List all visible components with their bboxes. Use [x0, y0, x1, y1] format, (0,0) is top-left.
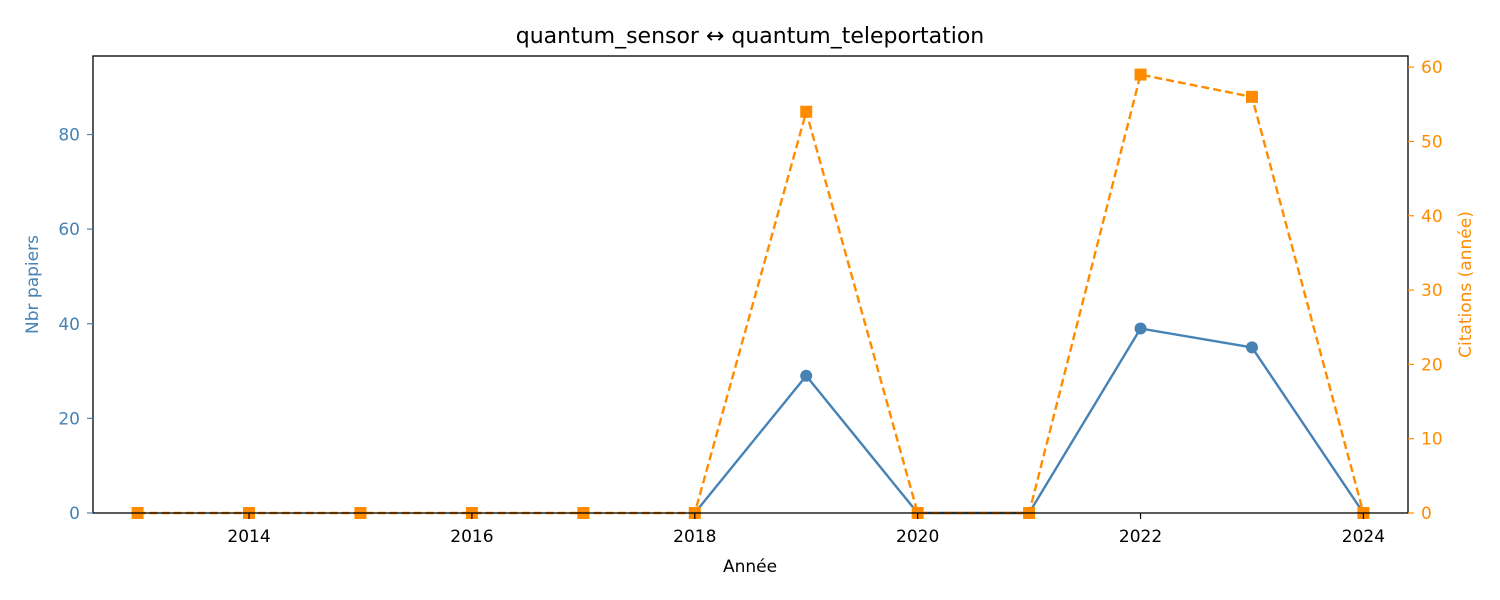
y-right-tick-label: 10 [1421, 430, 1443, 450]
plot-frame [92, 55, 1409, 514]
x-tick-label: 2020 [896, 527, 939, 547]
axes: 2014 2016 2018 2020 2022 2024 0 20 40 60 80 0 10 20 30… [58, 58, 1442, 547]
y-left-tick-label: 0 [69, 504, 80, 524]
y-left-tick-label: 20 [58, 409, 80, 429]
x-axis-label: Année [723, 557, 777, 577]
series-right-point [800, 105, 813, 118]
chart-title: quantum_sensor ↔ quantum_teleportation [516, 24, 985, 49]
y-right-tick-label: 50 [1421, 132, 1443, 152]
series-right-point [1245, 90, 1258, 103]
series-left-point [1245, 341, 1258, 354]
y-left-tick-label: 60 [58, 220, 80, 240]
x-tick-label: 2018 [673, 527, 716, 547]
x-tick-label: 2022 [1119, 527, 1162, 547]
y-right-tick-label: 30 [1421, 281, 1443, 301]
series-right-point [1134, 68, 1147, 81]
y-right-tick-label: 0 [1421, 504, 1432, 524]
y-right-tick-label: 60 [1421, 58, 1443, 78]
y-right-tick-label: 40 [1421, 207, 1443, 227]
y-left-tick-label: 40 [58, 315, 80, 335]
y-left-tick-label: 80 [58, 126, 80, 146]
x-tick-label: 2014 [227, 527, 270, 547]
series-left-point [800, 369, 813, 382]
y-right-axis-label: Citations (année) [1456, 211, 1476, 358]
y-left-axis-label: Nbr papiers [23, 235, 43, 334]
x-tick-label: 2024 [1342, 527, 1385, 547]
series-left-point [1134, 322, 1147, 335]
x-tick-label: 2016 [450, 527, 493, 547]
y-right-tick-label: 20 [1421, 355, 1443, 375]
